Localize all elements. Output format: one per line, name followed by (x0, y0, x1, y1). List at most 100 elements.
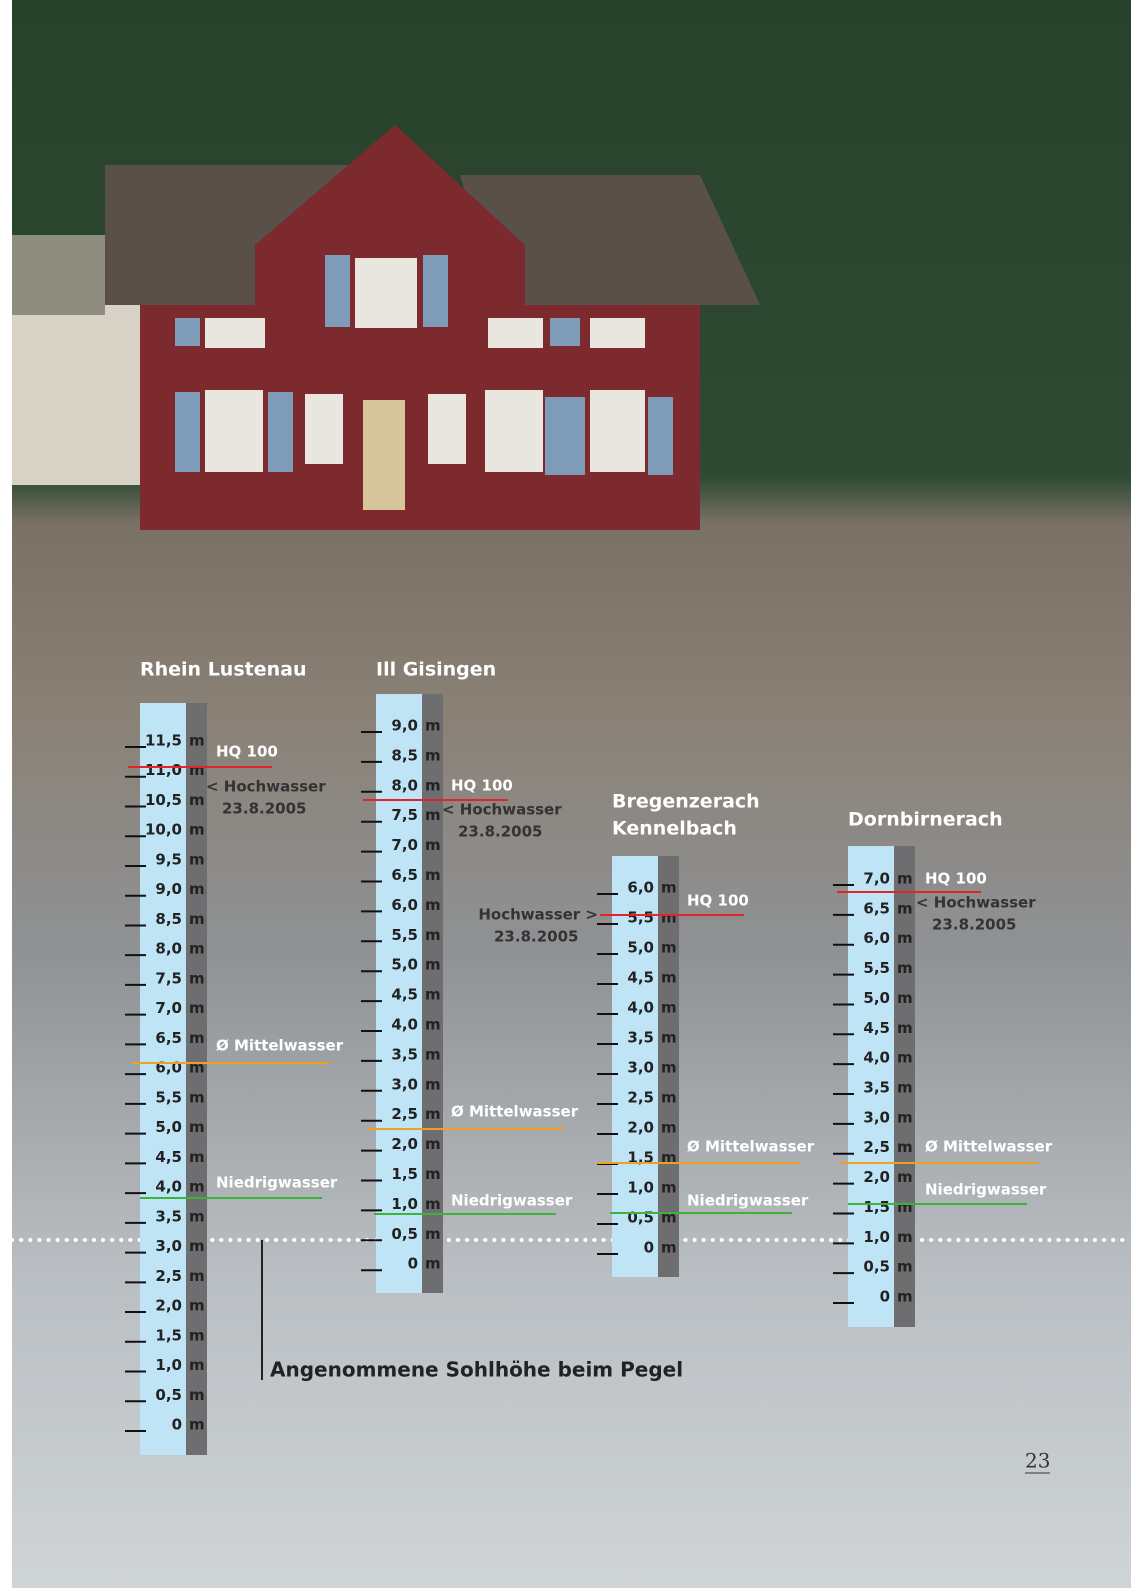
footnote: Angenommene Sohlhöhe beim Pegel (270, 1358, 683, 1382)
gauge-unit: m (425, 986, 441, 1004)
gauge-unit: m (189, 1178, 205, 1196)
gauge-unit: m (897, 1049, 913, 1067)
gauge-tick-label: 8,0 (391, 776, 418, 794)
gauge-unit: m (425, 1255, 441, 1273)
gauge-tick-label: 0 (880, 1288, 890, 1306)
gauge-unit: m (189, 1207, 205, 1225)
gauge-unit: m (189, 1029, 205, 1047)
gauge-tick-label: 4,5 (863, 1019, 890, 1037)
gauge-tick-label: 2,5 (627, 1089, 654, 1107)
gauge-unit: m (897, 899, 913, 917)
gauge-title: Kennelbach (612, 818, 737, 840)
gauge-unit: m (189, 1297, 205, 1315)
flood-label: 23.8.2005 (494, 928, 578, 946)
hq-label: HQ 100 (216, 743, 278, 761)
gauge-unit: m (425, 866, 441, 884)
gauge-tick-label: 0,5 (155, 1386, 182, 1404)
gauge-unit: m (189, 791, 205, 809)
gauge-unit: m (897, 1108, 913, 1126)
flood-label: 23.8.2005 (458, 823, 542, 841)
gauge-unit: m (425, 956, 441, 974)
gauge-tick-label: 9,0 (155, 880, 182, 898)
page: Angenommene Sohlhöhe beim Pegel 23 Rhein… (0, 0, 1131, 1588)
gauge-tick-label: 5,5 (627, 909, 654, 927)
gauge-tick-label: 1,0 (155, 1356, 182, 1374)
low-label: Niedrigwasser (451, 1192, 573, 1210)
gauge-tick-label: 0 (644, 1239, 654, 1257)
gauge-unit: m (189, 1148, 205, 1166)
gauge-unit: m (897, 1138, 913, 1156)
gauge-unit: m (189, 850, 205, 868)
gauge-unit: m (189, 1356, 205, 1374)
gauge-unit: m (897, 959, 913, 977)
gauge-title: Bregenzerach (612, 791, 760, 813)
gauge-tick-label: 0,5 (863, 1258, 890, 1276)
gauge-tick-label: 5,0 (391, 956, 418, 974)
gauge-tick-label: 7,0 (155, 999, 182, 1017)
gauge-title: Rhein Lustenau (140, 659, 306, 681)
gauge-tick-label: 6,5 (155, 1029, 182, 1047)
gauge-tick-label: 3,0 (391, 1075, 418, 1093)
gauge-tick-label: 3,5 (391, 1045, 418, 1063)
gauge-unit: m (425, 836, 441, 854)
low-label: Niedrigwasser (687, 1192, 809, 1210)
gauge-tick-label: 10,5 (145, 791, 182, 809)
gauge-tick-label: 4,5 (391, 986, 418, 1004)
gauge-unit: m (897, 929, 913, 947)
gauge-tick-label: 3,5 (863, 1079, 890, 1097)
gauge-unit: m (189, 821, 205, 839)
gauge-tick-label: 1,5 (155, 1326, 182, 1344)
gauge-tick-label: 7,5 (155, 969, 182, 987)
gauge-tick-label: 9,0 (391, 717, 418, 735)
gauge-unit: m (661, 939, 677, 957)
gauge-tick-label: 6,0 (391, 896, 418, 914)
gauge-unit: m (425, 806, 441, 824)
house (12, 125, 760, 530)
gauge-tick-label: 5,0 (627, 939, 654, 957)
gauge-unit: m (661, 879, 677, 897)
gauge-unit: m (897, 1079, 913, 1097)
gauge-unit: m (189, 1059, 205, 1077)
gauge-unit: m (425, 1105, 441, 1123)
gauge-tick-label: 11,0 (145, 761, 182, 779)
gauge-tick-label: 10,0 (145, 821, 182, 839)
gauge-unit: m (189, 1386, 205, 1404)
gauge-unit: m (425, 1225, 441, 1243)
gauge-tick-label: 8,5 (391, 746, 418, 764)
mean-label: Ø Mittelwasser (216, 1037, 344, 1055)
gauge-tick-label: 4,5 (627, 969, 654, 987)
gauge-unit: m (425, 926, 441, 944)
gauge-tick-label: 5,5 (863, 959, 890, 977)
gauge-tick-label: 3,5 (155, 1207, 182, 1225)
gauge-tick-label: 1,0 (627, 1179, 654, 1197)
gauge-tick-label: 7,0 (391, 836, 418, 854)
flood-label: 23.8.2005 (222, 800, 306, 818)
gauge-tick-label: 7,5 (391, 806, 418, 824)
gauge-unit: m (661, 1239, 677, 1257)
gauge-tick-label: 5,5 (391, 926, 418, 944)
gauge-unit: m (661, 1059, 677, 1077)
gauge-unit: m (425, 896, 441, 914)
gauge-tick-label: 11,5 (145, 732, 182, 750)
gauge-unit: m (661, 999, 677, 1017)
gauge-unit: m (661, 1029, 677, 1047)
page-number: 23 (1025, 1449, 1050, 1473)
gauge-unit: m (189, 732, 205, 750)
gauge-tick-label: 4,0 (863, 1049, 890, 1067)
gauge-tick-label: 1,5 (391, 1165, 418, 1183)
gauge-tick-label: 3,0 (627, 1059, 654, 1077)
gauge-tick-label: 5,0 (863, 989, 890, 1007)
hq-label: HQ 100 (451, 777, 513, 795)
low-label: Niedrigwasser (925, 1181, 1047, 1199)
gauge-tick-label: 5,5 (155, 1088, 182, 1106)
gauge-tick-label: 3,5 (627, 1029, 654, 1047)
low-label: Niedrigwasser (216, 1174, 338, 1192)
gauge-tick-label: 6,0 (863, 929, 890, 947)
flood-label: < Hochwasser (916, 894, 1036, 912)
gauge-unit: m (189, 1088, 205, 1106)
flood-label: < Hochwasser (442, 801, 562, 819)
gauge-tick-label: 4,0 (391, 1016, 418, 1034)
gauge-tick-label: 6,5 (863, 899, 890, 917)
gauge-tick-label: 2,0 (155, 1297, 182, 1315)
gauge-unit: m (897, 1168, 913, 1186)
